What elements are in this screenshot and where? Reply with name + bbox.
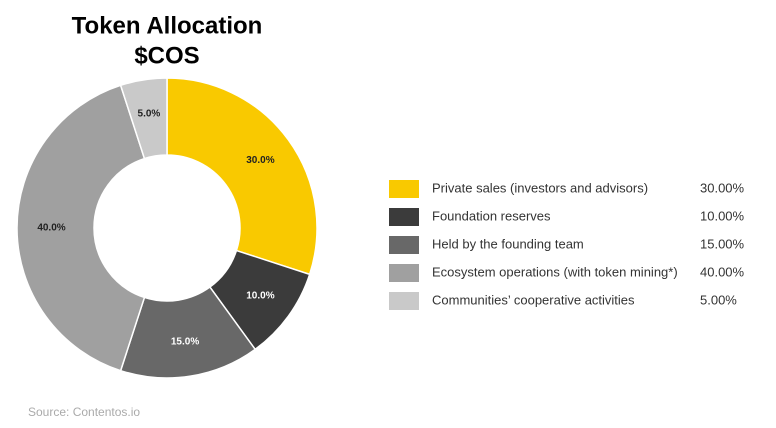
- slice-label: 15.0%: [171, 337, 199, 348]
- legend-label: Foundation reserves: [432, 208, 551, 223]
- legend-swatch: [389, 208, 419, 226]
- legend-swatch: [389, 292, 419, 310]
- legend-label: Held by the founding team: [432, 236, 584, 251]
- donut-slice: [16, 84, 146, 372]
- chart-title: Token Allocation: [72, 12, 263, 39]
- donut-slice: [119, 77, 168, 160]
- legend-value: 5.00%: [700, 292, 737, 307]
- legend-value: 30.00%: [700, 180, 745, 195]
- legend-value: 40.00%: [700, 264, 745, 279]
- slice-label: 30.0%: [246, 155, 274, 166]
- slice-label: 5.0%: [138, 109, 161, 120]
- slice-label: 10.0%: [246, 291, 274, 302]
- legend-swatch: [389, 236, 419, 254]
- legend-value: 10.00%: [700, 208, 745, 223]
- source: Source: Contentos.io: [28, 405, 140, 419]
- donut-slice: [166, 77, 318, 276]
- legend-label: Private sales (investors and advisors): [432, 180, 648, 195]
- legend-label: Communities’ cooperative activities: [432, 292, 635, 307]
- legend-swatch: [389, 180, 419, 198]
- legend-label: Ecosystem operations (with token mining*…: [432, 264, 678, 279]
- slice-label: 40.0%: [37, 223, 65, 234]
- legend-value: 15.00%: [700, 236, 745, 251]
- legend-swatch: [389, 264, 419, 282]
- chart-subtitle: $COS: [134, 42, 199, 69]
